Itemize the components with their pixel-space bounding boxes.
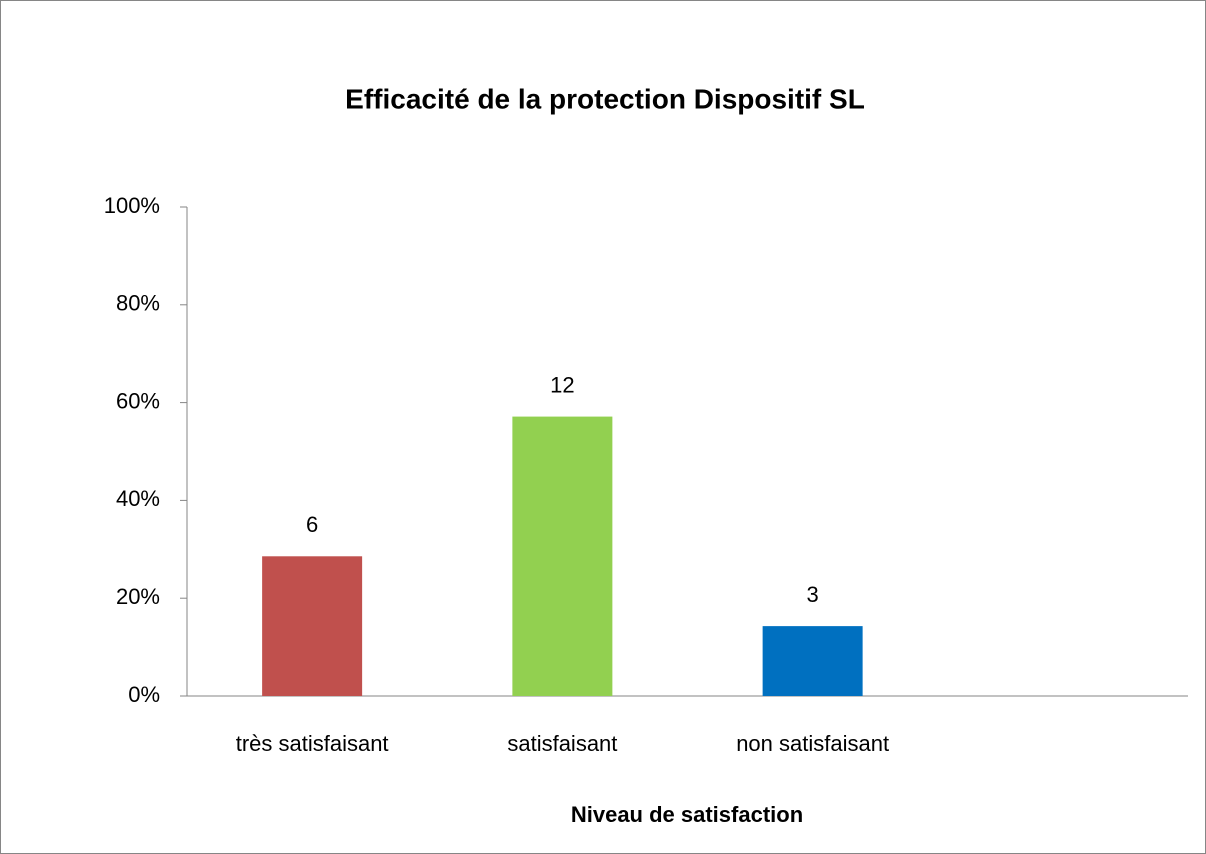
y-tick-label: 0% [128,682,160,707]
x-axis-label: Niveau de satisfaction [571,802,803,827]
y-tick-label: 40% [116,486,160,511]
x-tick-label: satisfaisant [507,731,617,756]
data-label: 3 [807,582,819,607]
data-label: 6 [306,512,318,537]
y-tick-label: 20% [116,584,160,609]
data-label: 12 [550,372,574,397]
bar [512,416,613,696]
bar [262,556,363,696]
chart-title: Efficacité de la protection Dispositif S… [345,83,865,114]
x-tick-label: non satisfaisant [736,731,889,756]
y-tick-label: 60% [116,388,160,413]
y-tick-label: 80% [116,291,160,316]
x-tick-label: très satisfaisant [236,731,389,756]
y-tick-label: 100% [104,193,160,218]
bar [762,626,863,696]
